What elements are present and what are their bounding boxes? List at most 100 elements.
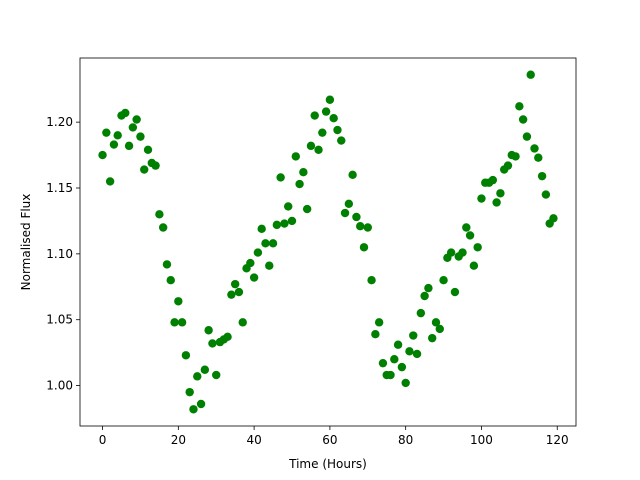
data-point xyxy=(261,239,270,248)
x-tick-label: 80 xyxy=(398,433,413,447)
data-point xyxy=(170,318,179,327)
x-tick-label: 120 xyxy=(546,433,569,447)
data-point xyxy=(511,152,520,161)
data-point xyxy=(193,372,202,381)
data-point xyxy=(337,136,346,145)
data-point xyxy=(431,318,441,327)
data-point xyxy=(344,199,354,209)
data-point xyxy=(450,287,460,297)
x-tick-label: 40 xyxy=(246,433,261,447)
data-point xyxy=(374,318,384,327)
data-point xyxy=(378,358,388,368)
data-point xyxy=(113,131,122,140)
data-point xyxy=(321,107,331,116)
data-point xyxy=(136,132,145,141)
data-point xyxy=(492,198,501,207)
data-point xyxy=(534,153,543,162)
data-point xyxy=(435,324,444,334)
data-point xyxy=(265,261,274,270)
data-point xyxy=(340,208,350,218)
data-point xyxy=(333,125,342,135)
data-point xyxy=(204,326,213,335)
data-point xyxy=(515,102,524,111)
data-point xyxy=(102,128,111,137)
data-point xyxy=(295,179,304,189)
data-point xyxy=(128,123,138,132)
data-point xyxy=(276,173,285,182)
data-point xyxy=(291,152,300,161)
data-point xyxy=(356,221,365,231)
data-point xyxy=(522,132,532,141)
data-point xyxy=(109,140,119,149)
data-point xyxy=(280,219,289,228)
data-point xyxy=(306,141,316,151)
data-point xyxy=(185,387,194,397)
y-axis-label: Normalised Flux xyxy=(19,194,33,291)
data-point xyxy=(367,275,376,285)
data-point xyxy=(105,177,115,186)
data-point xyxy=(541,190,551,199)
data-point xyxy=(234,287,244,297)
data-point xyxy=(469,261,479,270)
data-point xyxy=(230,279,240,289)
data-point xyxy=(409,331,418,340)
data-point xyxy=(371,329,380,339)
data-point xyxy=(249,273,259,282)
data-point xyxy=(155,210,164,219)
data-point xyxy=(462,223,471,232)
data-point xyxy=(302,204,312,214)
x-tick-label: 100 xyxy=(470,433,493,447)
data-point xyxy=(412,349,422,359)
data-point xyxy=(246,258,255,268)
data-point xyxy=(416,308,426,318)
data-point xyxy=(458,248,467,257)
data-point xyxy=(386,370,395,380)
data-point xyxy=(390,355,399,364)
data-point xyxy=(212,370,221,380)
data-point xyxy=(537,171,547,181)
data-point xyxy=(477,194,486,203)
y-tick-label: 1.10 xyxy=(46,247,73,261)
data-point xyxy=(503,161,513,170)
data-point xyxy=(473,243,482,252)
data-point xyxy=(446,248,456,257)
data-point xyxy=(439,275,448,285)
data-point xyxy=(428,333,437,343)
data-point xyxy=(284,202,293,211)
data-point xyxy=(174,297,183,306)
data-point xyxy=(549,214,558,223)
data-point xyxy=(268,239,278,248)
y-tick-label: 1.05 xyxy=(46,313,73,327)
data-point xyxy=(124,141,134,151)
data-point xyxy=(496,189,505,198)
data-point xyxy=(318,128,327,137)
data-point xyxy=(405,347,414,356)
data-point xyxy=(140,165,149,174)
data-point xyxy=(314,145,323,155)
data-point xyxy=(227,290,236,299)
data-point xyxy=(299,167,308,177)
data-point xyxy=(287,216,297,226)
x-tick-label: 20 xyxy=(171,433,186,447)
data-point xyxy=(238,318,247,327)
data-point xyxy=(325,95,335,104)
data-point xyxy=(424,283,433,293)
data-point xyxy=(488,175,498,185)
y-tick-label: 1.15 xyxy=(46,181,73,195)
y-tick-label: 1.00 xyxy=(46,379,73,393)
x-tick-label: 0 xyxy=(99,433,107,447)
data-point xyxy=(363,223,372,232)
data-point xyxy=(397,362,407,372)
data-point xyxy=(200,365,210,374)
data-point xyxy=(196,399,206,409)
data-point xyxy=(121,108,130,118)
x-axis-label: Time (Hours) xyxy=(288,457,367,471)
data-point xyxy=(166,275,175,285)
data-point xyxy=(253,248,263,257)
data-point xyxy=(98,150,107,160)
data-point xyxy=(526,70,535,79)
data-point xyxy=(143,145,153,155)
data-point xyxy=(348,170,357,180)
data-point xyxy=(359,243,369,252)
data-point xyxy=(401,378,410,388)
